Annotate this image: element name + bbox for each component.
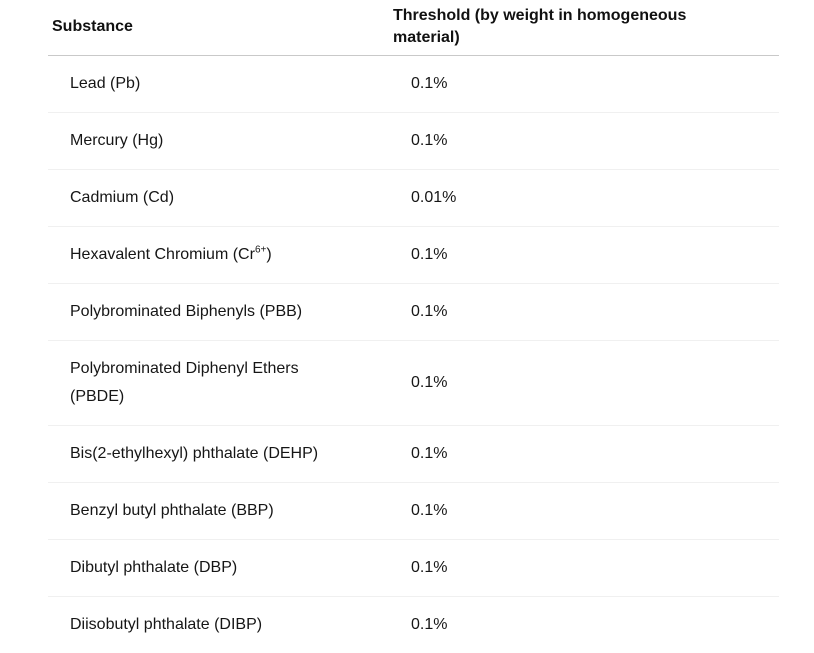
column-header-substance: Substance — [48, 0, 389, 56]
substance-name: Mercury (Hg) — [70, 131, 164, 149]
substance-cell: Cadmium (Cd) — [48, 169, 389, 227]
substance-cell: Polybrominated Diphenyl Ethers (PBDE) — [48, 340, 389, 426]
threshold-cell: 0.1% — [389, 425, 779, 483]
substance-name: Polybrominated Diphenyl Ethers (PBDE) — [70, 359, 299, 405]
substance-name: Polybrominated Biphenyls (PBB) — [70, 302, 303, 320]
substances-threshold-table: Substance Threshold (by weight in homoge… — [48, 0, 779, 653]
threshold-cell: 0.1% — [389, 226, 779, 284]
table-row: Benzyl butyl phthalate (BBP) 0.1% — [48, 482, 779, 540]
substance-name: Dibutyl phthalate (DBP) — [70, 558, 238, 576]
substance-cell: Polybrominated Biphenyls (PBB) — [48, 283, 389, 341]
table-row: Cadmium (Cd) 0.01% — [48, 169, 779, 227]
substance-cell: Dibutyl phthalate (DBP) — [48, 539, 389, 597]
substance-cell: Hexavalent Chromium (Cr6+) — [48, 226, 389, 284]
table-row: Polybrominated Biphenyls (PBB) 0.1% — [48, 283, 779, 341]
table-row: Hexavalent Chromium (Cr6+) 0.1% — [48, 226, 779, 284]
substance-name: Benzyl butyl phthalate (BBP) — [70, 501, 274, 519]
substance-name: Bis(2-ethylhexyl) phthalate (DEHP) — [70, 444, 319, 462]
threshold-cell: 0.1% — [389, 340, 779, 426]
threshold-cell: 0.1% — [389, 283, 779, 341]
threshold-cell: 0.1% — [389, 112, 779, 170]
substance-cell: Diisobutyl phthalate (DIBP) — [48, 596, 389, 653]
substance-cell: Benzyl butyl phthalate (BBP) — [48, 482, 389, 540]
table-row: Bis(2-ethylhexyl) phthalate (DEHP) 0.1% — [48, 425, 779, 483]
table-row: Dibutyl phthalate (DBP) 0.1% — [48, 539, 779, 597]
substance-name: Hexavalent Chromium (Cr — [70, 245, 255, 263]
table-header-row: Substance Threshold (by weight in homoge… — [48, 0, 779, 56]
substance-cell: Lead (Pb) — [48, 55, 389, 113]
threshold-cell: 0.1% — [389, 482, 779, 540]
column-header-threshold: Threshold (by weight in homogeneous mate… — [389, 0, 779, 56]
substance-cell: Bis(2-ethylhexyl) phthalate (DEHP) — [48, 425, 389, 483]
threshold-cell: 0.01% — [389, 169, 779, 227]
substance-superscript: 6+ — [254, 244, 267, 256]
threshold-cell: 0.1% — [389, 539, 779, 597]
substance-cell: Mercury (Hg) — [48, 112, 389, 170]
threshold-cell: 0.1% — [411, 615, 448, 633]
substance-name-suffix: ) — [266, 245, 272, 263]
table-row: Mercury (Hg) 0.1% — [48, 112, 779, 170]
substance-name: Cadmium (Cd) — [70, 188, 175, 206]
table-row: Lead (Pb) 0.1% — [48, 55, 779, 113]
table-row: Polybrominated Diphenyl Ethers (PBDE) 0.… — [48, 340, 779, 426]
threshold-cell: 0.1% — [389, 55, 779, 113]
substance-name: Lead (Pb) — [70, 74, 141, 92]
table-row: Diisobutyl phthalate (DIBP) 0.1% — [48, 596, 779, 653]
substance-name: Diisobutyl phthalate (DIBP) — [70, 615, 263, 633]
